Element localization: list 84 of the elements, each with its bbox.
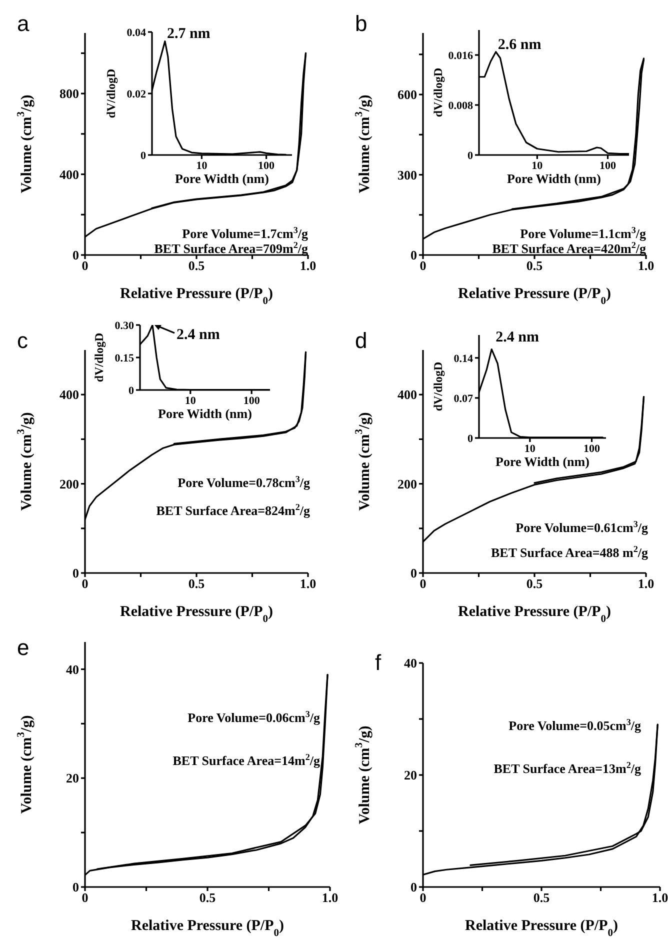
- x-tick-label: 0.5: [526, 258, 544, 274]
- x-tick-label: 1.0: [638, 576, 654, 592]
- annotation: Pore Volume=0.78cm$^{3}$/g: [178, 474, 310, 490]
- y-tick-label: 0: [128, 384, 134, 397]
- x-tick-label: 1.0: [300, 258, 316, 274]
- x-tick-label: 1.0: [322, 890, 338, 906]
- x-tick-label: 0.5: [188, 258, 206, 274]
- annotation: 2.4 nm: [496, 329, 540, 346]
- y-tick-label: 0: [468, 432, 474, 445]
- y-tick-label: 20: [404, 768, 417, 783]
- x-tick-label: 0.5: [533, 890, 550, 906]
- x-tick-label: 100: [243, 394, 260, 407]
- x-tick-label: 10: [532, 160, 544, 172]
- y-axis-title: dV/dlogD: [431, 362, 445, 412]
- chart-title: e: [17, 635, 30, 660]
- y-tick-label: 0: [140, 150, 146, 162]
- x-axis-title: Relative Pressure (P/P$_{0}$): [465, 918, 618, 938]
- x-axis-title: Relative Pressure (P/P$_{0}$): [120, 604, 273, 624]
- annotation: BET Surface Area=13m$^{2}$/g: [494, 760, 642, 776]
- annotation: Pore Volume=0.61cm$^{3}$/g: [516, 519, 648, 535]
- x-tick-label: 1.0: [300, 576, 316, 592]
- y-tick-label: 200: [398, 476, 417, 492]
- y-tick-label: 0.04: [126, 26, 146, 39]
- annotation: 2.7 nm: [166, 26, 211, 42]
- y-axis-title: dV/dlogD: [104, 68, 118, 118]
- x-tick-label: 1.0: [638, 258, 654, 274]
- y-tick-label: 0.016: [448, 50, 474, 62]
- x-tick-label: 10: [524, 442, 536, 455]
- x-axis-title: Relative Pressure (P/P$_{0}$): [458, 286, 611, 306]
- x-tick-label: 1.0: [652, 890, 668, 906]
- y-tick-label: 300: [398, 167, 417, 182]
- y-tick-label: 200: [60, 476, 79, 492]
- y-tick-label: 0.008: [448, 100, 474, 112]
- y-tick-label: 0: [410, 880, 417, 895]
- x-tick-label: 0.5: [188, 576, 206, 592]
- y-tick-label: 40: [66, 662, 79, 677]
- y-tick-label: 20: [66, 770, 79, 786]
- y-tick-label: 0.15: [114, 352, 134, 364]
- x-axis-title: Pore Width (nm): [158, 406, 252, 421]
- annotation: Pore Volume=0.05cm$^{3}$/g: [508, 717, 642, 733]
- chart-title: d: [355, 328, 368, 353]
- x-tick-label: 100: [600, 160, 616, 172]
- annotation: Pore Volume=1.7cm$^{3}$/g: [182, 225, 308, 241]
- y-tick-label: 0.07: [454, 392, 474, 405]
- y-tick-label: 0.02: [126, 88, 146, 100]
- y-tick-label: 400: [398, 387, 417, 402]
- x-axis-title: Pore Width (nm): [175, 171, 269, 186]
- x-axis-title: Relative Pressure (P/P$_{0}$): [458, 604, 611, 624]
- y-tick-label: 0: [410, 248, 417, 263]
- x-tick-label: 10: [184, 394, 196, 407]
- x-axis-title: Pore Width (nm): [507, 171, 601, 186]
- x-tick-label: 0.5: [526, 576, 544, 592]
- x-axis-title: Relative Pressure (P/P$_{0}$): [120, 286, 273, 306]
- chart-title: b: [355, 11, 368, 36]
- y-tick-label: 0.14: [454, 352, 474, 365]
- annotation: Pore Volume=0.06cm$^{3}$/g: [188, 709, 320, 725]
- chart-title: c: [17, 328, 28, 353]
- y-tick-label: 0: [468, 150, 474, 162]
- x-tick-label: 10: [196, 160, 208, 172]
- annotation: BET Surface Area=824m$^{2}$/g: [156, 502, 310, 518]
- y-tick-label: 400: [60, 387, 79, 402]
- annotation: BET Surface Area=14m$^{2}$/g: [172, 752, 320, 768]
- chart-title: a: [17, 11, 30, 36]
- chart-title: f: [375, 650, 382, 675]
- y-tick-label: 0: [72, 880, 79, 895]
- y-axis-title: dV/dlogD: [431, 68, 445, 118]
- x-tick-label: 100: [584, 442, 601, 455]
- y-tick-label: 800: [60, 86, 79, 102]
- annotation: 2.4 nm: [176, 327, 220, 343]
- y-tick-label: 400: [60, 166, 79, 182]
- annotation: 2.6 nm: [498, 36, 542, 53]
- x-tick-label: 0.5: [199, 890, 216, 906]
- y-tick-label: 0: [410, 566, 417, 581]
- x-tick-label: 100: [258, 160, 276, 172]
- y-tick-label: 0: [72, 566, 79, 581]
- annotation: BET Surface Area=488 m$^{2}$/g: [490, 544, 648, 560]
- y-tick-label: 40: [404, 656, 417, 671]
- annotation: Pore Volume=1.1cm$^{3}$/g: [520, 225, 646, 241]
- y-tick-label: 0.30: [114, 320, 134, 332]
- y-tick-label: 0: [72, 248, 79, 263]
- x-axis-title: Relative Pressure (P/P$_{0}$): [131, 918, 284, 938]
- y-tick-label: 600: [398, 87, 417, 102]
- x-axis-title: Pore Width (nm): [496, 454, 590, 469]
- y-axis-title: dV/dlogD: [92, 332, 106, 382]
